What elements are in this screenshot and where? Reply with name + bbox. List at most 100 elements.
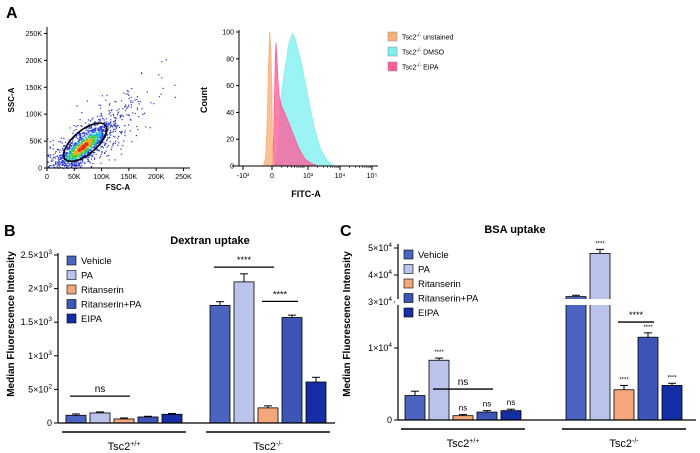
scatter-point (119, 114, 121, 116)
scatter-point (100, 107, 102, 109)
c-group-label: Tsc2+/+ (447, 438, 480, 450)
scatter-point (70, 154, 72, 156)
scatter-point (83, 134, 85, 136)
scatter-point (136, 96, 138, 98)
scatter-point (109, 124, 111, 126)
scatter-point (77, 125, 79, 127)
scatter-point (106, 122, 108, 124)
scatter-point (93, 143, 95, 146)
c-legend-label-2: Ritanserin (418, 279, 461, 290)
scatter-point (71, 148, 74, 150)
c-legend-swatch-3 (403, 293, 414, 303)
scatter-point (73, 147, 75, 149)
scatter-point (82, 160, 84, 162)
scatter-y-tick-label: 0 (38, 166, 42, 173)
scatter-point (98, 132, 100, 135)
scatter-point (74, 162, 76, 164)
scatter-point (73, 154, 75, 156)
scatter-point (71, 158, 73, 160)
scatter-point (104, 143, 106, 145)
scatter-point (88, 155, 90, 157)
scatter-x-tick-label: 200K (148, 174, 165, 181)
scatter-point (75, 150, 77, 152)
scatter-point (67, 161, 69, 163)
c-legend-label-3: Ritanserin+PA (418, 294, 479, 305)
scatter-point (158, 96, 160, 98)
scatter-point (52, 154, 54, 156)
scatter-point (96, 124, 98, 126)
c-bar-vehicle-1 (565, 296, 587, 421)
scatter-point (95, 130, 97, 132)
scatter-point (95, 133, 97, 135)
scatter-point (92, 143, 94, 145)
scatter-point (47, 138, 49, 140)
c-bar-vehicle-0 (404, 395, 426, 421)
scatter-point (98, 104, 100, 106)
dextran-y-label: Median Fluorescence Intensity (6, 251, 17, 397)
c-bar-pa-0 (428, 359, 450, 421)
scatter-point (76, 152, 78, 154)
scatter-point (143, 112, 145, 114)
scatter-point (96, 138, 98, 140)
scatter-point (98, 129, 100, 132)
scatter-point (87, 131, 89, 133)
scatter-point (78, 143, 80, 146)
scatter-point (121, 114, 123, 116)
scatter-point (66, 148, 68, 150)
scatter-point (108, 159, 110, 161)
scatter-point (66, 162, 68, 164)
scatter-point (86, 141, 88, 143)
scatter-point (60, 141, 62, 143)
scatter-point (92, 139, 94, 141)
scatter-point (52, 157, 54, 159)
scatter-point (65, 155, 67, 157)
scatter-point (77, 141, 79, 143)
scatter-point (109, 112, 111, 114)
scatter-point (124, 132, 126, 134)
scatter-point (105, 140, 107, 142)
scatter-point (79, 145, 82, 147)
scatter-point (87, 147, 89, 149)
scatter-point (82, 149, 84, 151)
scatter-point (124, 105, 127, 108)
scatter-point (77, 148, 79, 150)
scatter-point (75, 145, 77, 147)
scatter-point (58, 156, 60, 158)
scatter-point (64, 165, 66, 167)
scatter-point (93, 145, 95, 148)
scatter-point (75, 136, 77, 139)
scatter-point (58, 159, 60, 161)
scatter-point (106, 146, 108, 148)
scatter-point (91, 155, 93, 157)
scatter-point (92, 147, 94, 149)
scatter-point (66, 155, 68, 157)
scatter-point (107, 126, 109, 128)
scatter-point (96, 139, 98, 141)
b-legend-swatch-4 (66, 313, 77, 324)
b-y-tick-label: 2×103 (28, 283, 52, 294)
scatter-point (92, 152, 94, 154)
scatter-point (84, 122, 86, 124)
scatter-point (92, 130, 94, 132)
scatter-point (79, 133, 81, 135)
histogram-y-tick-label: 100 (222, 30, 234, 37)
histogram-y-ticks: 0 20 40 60 80 100 (222, 30, 239, 171)
scatter-point (81, 147, 83, 149)
scatter-point (121, 119, 123, 121)
scatter-point (85, 132, 87, 135)
scatter-point (101, 130, 103, 132)
scatter-point (97, 128, 99, 130)
scatter-point (78, 148, 80, 150)
scatter-point (112, 115, 115, 117)
scatter-point (93, 135, 95, 137)
scatter-point (48, 155, 50, 157)
scatter-point (86, 142, 88, 144)
scatter-point (56, 155, 58, 157)
scatter-point (99, 120, 101, 122)
scatter-point (114, 128, 116, 131)
scatter-point (84, 162, 86, 164)
scatter-point (71, 156, 73, 158)
scatter-point (84, 134, 86, 136)
scatter-point (111, 146, 113, 148)
